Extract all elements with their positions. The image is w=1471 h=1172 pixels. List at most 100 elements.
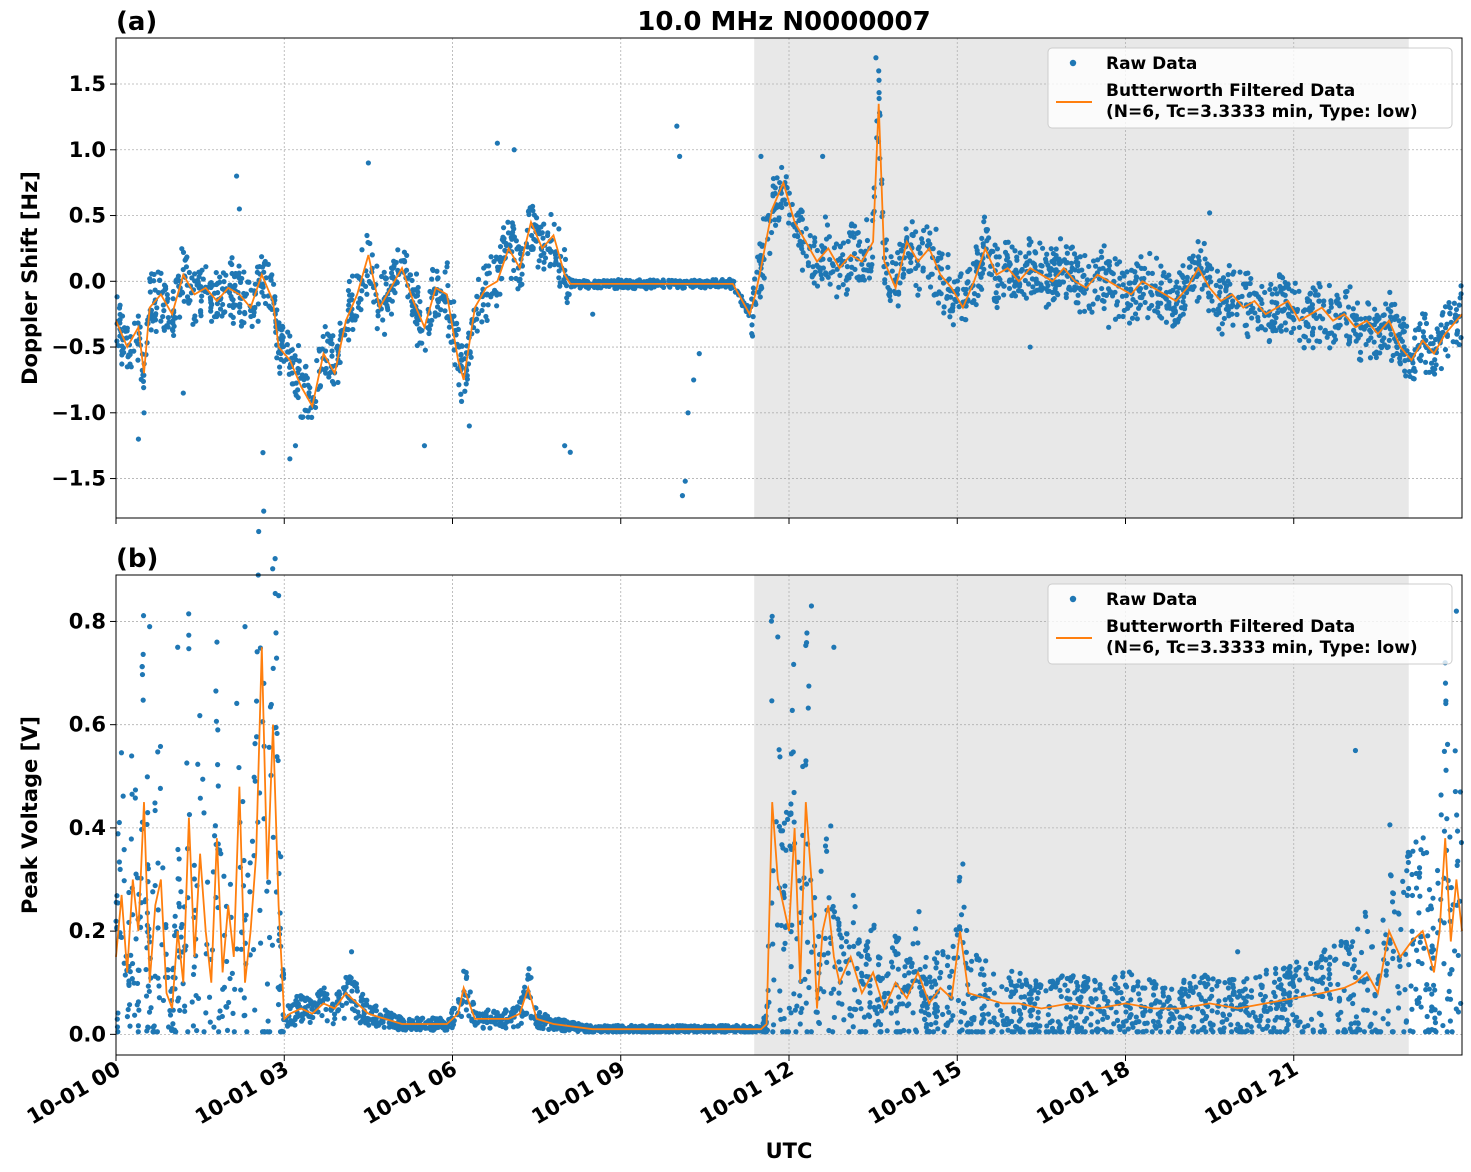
raw-data-point: [1387, 940, 1393, 946]
raw-data-point: [1257, 974, 1263, 980]
raw-data-point: [938, 969, 944, 976]
raw-data-point: [1119, 270, 1125, 276]
raw-data-point: [569, 283, 575, 289]
raw-data-point: [274, 754, 280, 760]
raw-data-point: [561, 247, 568, 253]
raw-data-point: [526, 211, 532, 218]
raw-data-point: [1351, 957, 1358, 963]
raw-data-point: [1371, 339, 1377, 345]
raw-data-point: [1208, 1026, 1214, 1033]
raw-data-point: [165, 296, 171, 302]
raw-data-point: [1004, 986, 1010, 993]
raw-data-point: [927, 284, 934, 290]
raw-data-point: [1016, 978, 1022, 984]
raw-data-point: [474, 316, 480, 322]
raw-data-point: [1457, 295, 1463, 301]
raw-data-point: [957, 273, 963, 280]
raw-data-point: [1100, 1026, 1106, 1033]
raw-data-point: [474, 294, 480, 300]
raw-data-point: [883, 237, 890, 243]
raw-data-point: [197, 795, 203, 801]
raw-data-point: [808, 1029, 814, 1035]
raw-data-point: [1068, 1021, 1074, 1027]
raw-data-point: [1140, 1010, 1146, 1016]
raw-data-point: [529, 244, 535, 250]
raw-data-point: [1195, 239, 1201, 245]
raw-data-point: [181, 298, 187, 304]
raw-data-outlier: [236, 206, 242, 212]
raw-data-point: [1362, 909, 1368, 915]
raw-data-point: [1430, 368, 1436, 375]
raw-data-point: [1224, 1016, 1230, 1023]
raw-data-point: [841, 951, 847, 957]
raw-data-point: [197, 713, 203, 719]
raw-data-point: [143, 966, 149, 973]
raw-data-point: [1416, 995, 1423, 1001]
raw-data-point: [850, 1024, 856, 1030]
raw-data-point: [381, 1024, 387, 1030]
raw-data-point: [975, 956, 981, 962]
raw-data-outlier: [876, 68, 882, 74]
raw-data-point: [915, 940, 921, 946]
raw-data-point: [155, 907, 161, 913]
raw-data-point: [170, 296, 176, 302]
raw-data-point: [547, 263, 553, 269]
raw-data-point: [195, 761, 201, 767]
raw-data-point: [1317, 284, 1323, 290]
raw-data-point: [1397, 963, 1403, 969]
raw-data-point: [802, 976, 808, 982]
raw-data-point: [1222, 997, 1228, 1003]
raw-data-point: [826, 1027, 832, 1034]
raw-data-point: [961, 1010, 968, 1016]
raw-data-point: [401, 249, 408, 255]
raw-data-point: [776, 747, 782, 753]
raw-data-point: [474, 328, 480, 334]
raw-data-point: [1283, 282, 1289, 289]
raw-data-point: [1453, 306, 1460, 313]
raw-data-point: [274, 307, 280, 313]
raw-data-point: [1350, 306, 1356, 312]
raw-data-point: [1145, 315, 1151, 321]
raw-data-point: [324, 996, 331, 1002]
raw-data-point: [508, 275, 514, 281]
raw-data-point: [319, 346, 325, 352]
raw-data-point: [1165, 1029, 1172, 1035]
raw-data-point: [922, 1016, 928, 1023]
raw-data-point: [241, 995, 247, 1001]
raw-data-point: [293, 998, 299, 1004]
raw-data-point: [184, 760, 190, 766]
raw-data-point: [414, 1015, 420, 1021]
raw-data-point: [829, 906, 835, 912]
raw-data-point: [349, 297, 355, 303]
raw-data-point: [247, 889, 253, 895]
raw-data-point: [445, 282, 451, 289]
raw-data-point: [928, 1021, 934, 1028]
raw-data-point: [189, 275, 195, 281]
raw-data-point: [1111, 976, 1117, 982]
raw-data-point: [926, 1028, 932, 1034]
raw-data-point: [1011, 1029, 1017, 1035]
raw-data-point: [794, 232, 800, 239]
raw-data-point: [208, 318, 215, 324]
raw-data-point: [864, 237, 871, 244]
raw-data-point: [1446, 299, 1452, 306]
raw-data-point: [767, 250, 773, 256]
raw-data-point: [1410, 367, 1416, 373]
raw-data-point: [1381, 335, 1387, 341]
raw-data-point: [895, 303, 901, 309]
raw-data-point: [248, 313, 254, 320]
raw-data-point: [1244, 1022, 1251, 1028]
raw-data-point: [1225, 272, 1231, 278]
raw-data-point: [1262, 289, 1268, 296]
raw-data-point: [856, 277, 862, 283]
raw-data-point: [133, 936, 139, 942]
raw-data-point: [1047, 268, 1053, 274]
raw-data-point: [908, 268, 914, 274]
raw-data-point: [1281, 965, 1287, 971]
raw-data-point: [1012, 248, 1018, 254]
raw-data-point: [1358, 949, 1365, 956]
raw-data-point: [1345, 304, 1352, 310]
raw-data-point: [867, 983, 873, 989]
raw-data-point: [1355, 926, 1361, 932]
raw-data-point: [136, 967, 142, 973]
